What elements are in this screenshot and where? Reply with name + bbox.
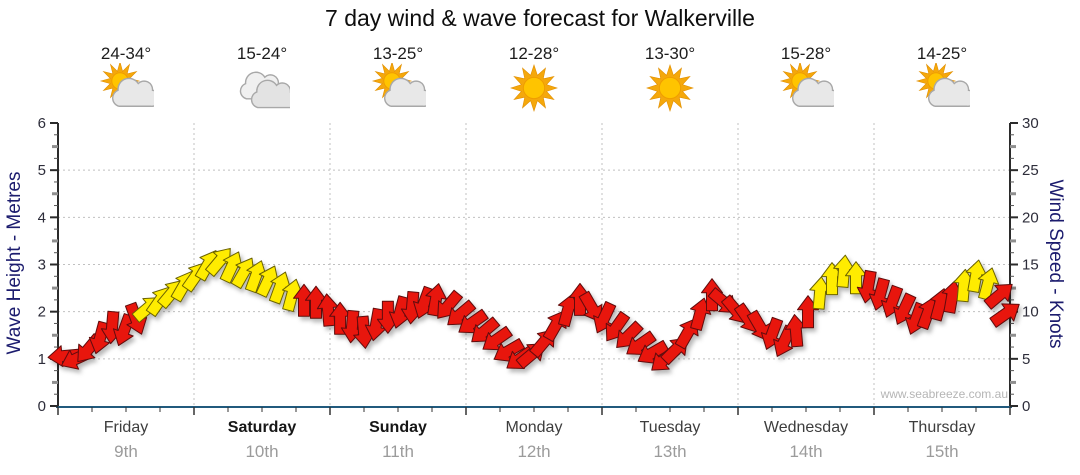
svg-text:3: 3 — [38, 257, 46, 274]
wind-direction-arrows — [47, 247, 1020, 371]
axes: 0 1 2 3 4 5 6 0 5 10 15 20 25 30 — [38, 115, 1039, 415]
weather-icon-sun-cloud — [914, 60, 970, 113]
weather-icon-sun — [642, 63, 698, 113]
svg-text:0: 0 — [38, 398, 46, 415]
x-axis-day-label: Saturday — [227, 419, 297, 436]
x-axis-date-label: 15th — [925, 442, 959, 461]
x-axis-day-label: Monday — [505, 419, 563, 436]
day-temp-range: 15-24° — [236, 44, 288, 63]
svg-text:20: 20 — [1022, 209, 1039, 226]
weather-icon-sun — [506, 63, 562, 113]
x-axis-day-label: Thursday — [908, 419, 976, 436]
x-axis-date-label: 13th — [653, 442, 687, 461]
svg-text:15: 15 — [1022, 257, 1039, 274]
day-temp-range: 13-25° — [372, 44, 424, 63]
x-axis-date-label: 11th — [382, 442, 414, 461]
svg-text:0: 0 — [1022, 398, 1030, 415]
x-axis-day-label: Tuesday — [639, 419, 701, 436]
svg-text:2: 2 — [38, 304, 46, 321]
svg-text:6: 6 — [38, 115, 46, 132]
day-temp-range: 24-34° — [100, 44, 152, 63]
day-temp-range: 15-28° — [780, 44, 832, 63]
x-axis-date-label: 12th — [517, 442, 551, 461]
x-axis-date-label: 10th — [245, 442, 279, 461]
day-temp-range: 12-28° — [508, 44, 560, 63]
weather-icon-sun-cloud — [370, 60, 426, 113]
svg-text:10: 10 — [1022, 304, 1039, 321]
weather-icon-sun-cloud — [98, 60, 154, 113]
chart-title: 7 day wind & wave forecast for Walkervil… — [325, 5, 755, 31]
day-temp-range: 13-30° — [644, 44, 696, 63]
svg-text:4: 4 — [38, 209, 46, 226]
weather-icon-clouds — [234, 63, 290, 113]
svg-text:5: 5 — [38, 162, 46, 179]
weather-icon-sun-cloud — [778, 60, 834, 113]
svg-text:25: 25 — [1022, 162, 1039, 179]
x-axis-day-label: Wednesday — [763, 419, 849, 436]
svg-text:5: 5 — [1022, 351, 1030, 368]
watermark: www.seabreeze.com.au — [880, 387, 1008, 401]
svg-text:1: 1 — [38, 351, 46, 368]
x-axis-day-label: Friday — [103, 419, 149, 436]
day-temp-range: 14-25° — [916, 44, 968, 63]
svg-text:30: 30 — [1022, 115, 1039, 132]
x-axis-date-label: 14th — [789, 442, 823, 461]
x-axis-day-label: Sunday — [369, 419, 427, 436]
x-axis-date-label: 9th — [114, 442, 138, 461]
